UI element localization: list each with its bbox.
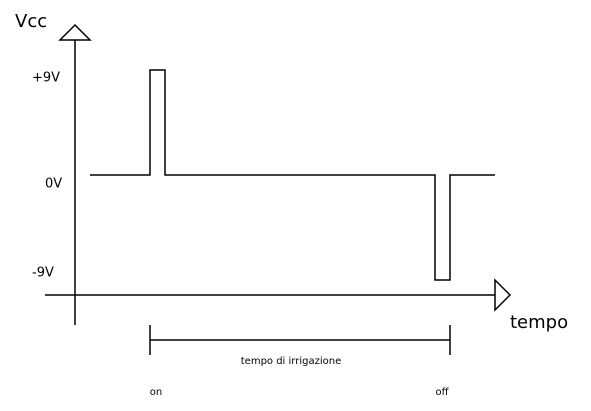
y-axis-arrow: [58, 23, 92, 41]
level-label: +9V: [32, 71, 60, 86]
level-label: -9V: [32, 266, 54, 281]
x-axis-arrow: [494, 278, 512, 312]
start-label: on: [150, 387, 162, 398]
end-label: off: [435, 387, 449, 398]
x-axis-label: tempo: [510, 312, 568, 333]
interval-label: tempo di irrigazione: [241, 356, 341, 367]
y-axis-label: Vcc: [15, 11, 47, 32]
level-label: 0V: [45, 177, 62, 192]
waveform: [90, 69, 495, 281]
